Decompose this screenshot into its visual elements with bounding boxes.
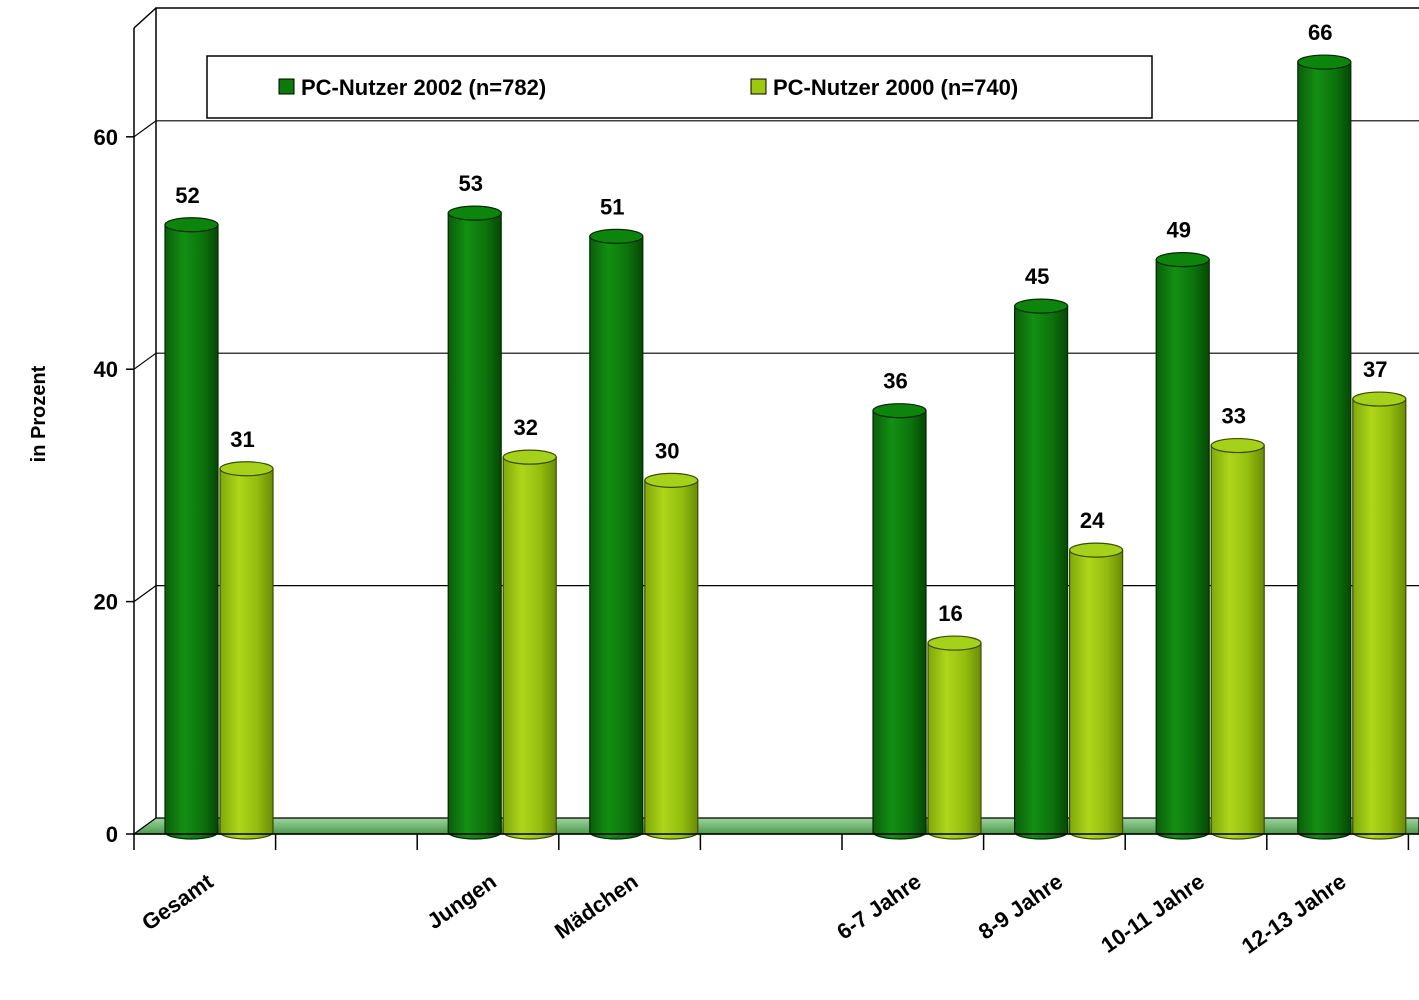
x-tick-label: Jungen: [422, 869, 500, 934]
x-tick-label: Gesamt: [137, 868, 218, 935]
y-tick-label: 0: [106, 822, 118, 847]
bar: [1068, 542, 1124, 840]
bar: [164, 217, 219, 840]
gridline-side: [133, 352, 157, 370]
data-label: 32: [513, 415, 537, 440]
bar-cap: [219, 461, 274, 477]
legend-label-2000: PC-Nutzer 2000 (n=740): [773, 75, 1018, 100]
legend-label-2002: PC-Nutzer 2002 (n=782): [301, 75, 546, 100]
value-labels: 52 31 53 32 51 30 36 16 45 24 49 33 66 37: [175, 20, 1387, 626]
bar-cap: [1352, 391, 1407, 407]
x-tick-label: 8-9 Jahre: [974, 869, 1067, 945]
bar-cap: [164, 217, 219, 233]
data-label: 45: [1025, 264, 1049, 289]
bar: [1155, 252, 1210, 840]
bar-cap: [644, 472, 699, 488]
bar-cap: [447, 205, 502, 221]
bar-cap: [1155, 252, 1210, 268]
bar-cap: [1210, 437, 1265, 454]
data-label: 33: [1221, 404, 1245, 429]
bar: [447, 205, 502, 840]
bar-body: [644, 479, 699, 840]
bar-body: [219, 468, 274, 840]
plot-frame: [133, 7, 1419, 834]
bar: [219, 461, 274, 840]
data-label: 49: [1166, 218, 1190, 243]
data-label: 16: [938, 601, 962, 626]
bar: [1210, 437, 1265, 840]
legend-swatch-2000: [750, 78, 767, 95]
x-tick-label: 6-7 Jahre: [832, 869, 925, 945]
y-axis-ticks: 0 20 40 60: [94, 125, 134, 847]
legend-swatch-2002: [278, 78, 295, 95]
bar: [644, 472, 699, 840]
y-tick-label: 20: [94, 590, 118, 615]
bar-cap: [872, 403, 927, 419]
legend-box: [206, 55, 1153, 119]
data-label: 37: [1363, 357, 1387, 382]
bar-body: [164, 224, 219, 840]
bar-body: [872, 410, 927, 840]
bar: [927, 635, 982, 840]
y-tick-label: 60: [94, 125, 118, 150]
x-tick-label: 10-11 Jahre: [1096, 869, 1209, 958]
data-label: 24: [1080, 508, 1105, 533]
bar: [1297, 54, 1352, 840]
bar-cap: [1297, 54, 1352, 70]
legend: PC-Nutzer 2002 (n=782) PC-Nutzer 2000 (n…: [206, 55, 1153, 119]
bar-body: [1352, 398, 1407, 840]
bar-cap: [1068, 542, 1124, 558]
bar-body: [447, 212, 502, 840]
y-axis-title: in Prozent: [28, 365, 50, 462]
bar-cap: [502, 449, 557, 465]
bar-body: [1155, 259, 1210, 840]
bar-cap: [927, 635, 982, 651]
bar-body: [1210, 444, 1265, 840]
gridline-side: [133, 585, 157, 603]
gridline-side: [133, 120, 157, 138]
bar-body: [1069, 549, 1124, 840]
x-axis: Gesamt Jungen Mädchen 6-7 Jahre 8-9 Jahre 10-…: [133, 833, 1419, 959]
x-tick-label: 12-13 Jahre: [1237, 869, 1351, 959]
bar: [589, 228, 644, 840]
bar-body: [1014, 305, 1069, 840]
side-wall-top-edge: [133, 7, 157, 29]
bar-body: [1297, 61, 1352, 840]
data-label: 66: [1308, 20, 1332, 45]
bar: [872, 403, 927, 840]
bar: [1352, 391, 1407, 840]
bar-cap: [589, 228, 644, 244]
bar-body: [589, 235, 644, 840]
bar-body: [927, 642, 982, 840]
data-label: 51: [600, 194, 624, 219]
bars: [164, 54, 1407, 840]
data-label: 36: [883, 369, 907, 394]
y-tick-label: 40: [94, 357, 118, 382]
data-label: 31: [230, 427, 254, 452]
bar-body: [502, 456, 557, 840]
x-tick-label: Mädchen: [550, 869, 642, 944]
data-label: 52: [175, 183, 199, 208]
bar: [502, 449, 557, 840]
bar-cap: [1013, 298, 1069, 314]
data-label: 30: [655, 438, 679, 463]
bar: [1013, 298, 1069, 840]
data-label: 53: [458, 171, 482, 196]
